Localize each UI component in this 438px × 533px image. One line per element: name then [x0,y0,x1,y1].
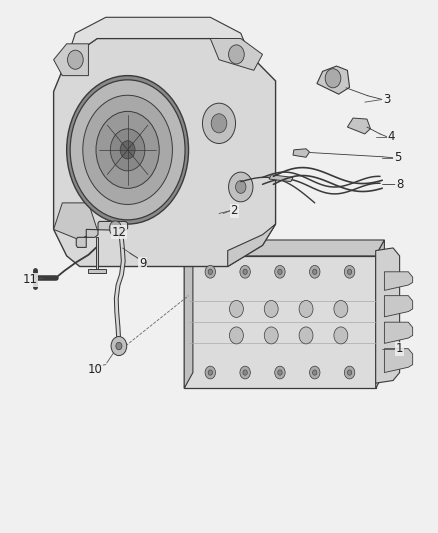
Circle shape [325,69,341,88]
Circle shape [205,265,215,278]
Circle shape [278,269,282,274]
Circle shape [240,366,251,379]
Circle shape [110,129,145,171]
Circle shape [208,269,212,274]
Polygon shape [76,221,127,247]
Text: 11: 11 [22,273,37,286]
Polygon shape [184,240,193,389]
Polygon shape [385,322,413,343]
Polygon shape [385,272,413,290]
Circle shape [240,265,251,278]
Text: 3: 3 [383,93,390,106]
Circle shape [211,114,227,133]
Circle shape [208,370,212,375]
Polygon shape [385,296,413,317]
Circle shape [230,301,244,317]
Circle shape [116,342,122,350]
Polygon shape [184,240,385,256]
Circle shape [275,265,285,278]
Polygon shape [376,248,399,383]
Circle shape [243,370,247,375]
Circle shape [264,327,278,344]
Circle shape [264,301,278,317]
Circle shape [229,45,244,64]
Polygon shape [53,203,97,240]
Circle shape [230,327,244,344]
Polygon shape [293,149,310,157]
Text: 12: 12 [111,225,127,239]
Polygon shape [385,349,413,373]
Polygon shape [228,224,276,266]
Circle shape [236,181,246,193]
Circle shape [229,172,253,202]
Polygon shape [88,269,106,273]
Circle shape [96,111,159,188]
Text: 5: 5 [394,151,401,164]
Circle shape [110,221,121,236]
Circle shape [310,366,320,379]
Polygon shape [96,237,98,272]
Circle shape [347,269,352,274]
Text: 8: 8 [396,178,403,191]
Circle shape [313,370,317,375]
Polygon shape [53,44,88,76]
Circle shape [70,80,185,220]
Polygon shape [210,38,262,70]
Polygon shape [184,256,376,389]
Text: 2: 2 [230,204,238,217]
Circle shape [111,336,127,356]
Circle shape [202,103,236,143]
Circle shape [313,269,317,274]
Circle shape [344,265,355,278]
Polygon shape [347,118,371,134]
Text: 10: 10 [88,364,102,376]
Polygon shape [67,17,250,60]
Circle shape [205,366,215,379]
Circle shape [275,366,285,379]
Circle shape [67,76,188,224]
Circle shape [310,265,320,278]
Text: 9: 9 [139,257,147,270]
Circle shape [299,327,313,344]
Polygon shape [53,38,276,266]
Text: 1: 1 [396,342,403,355]
Circle shape [67,50,83,69]
Polygon shape [269,175,293,182]
Circle shape [120,141,135,159]
Circle shape [347,370,352,375]
Circle shape [278,370,282,375]
Circle shape [334,301,348,317]
Circle shape [243,269,247,274]
Polygon shape [376,240,385,389]
Circle shape [344,366,355,379]
Circle shape [83,95,173,205]
Circle shape [334,327,348,344]
Polygon shape [317,66,350,94]
Text: 4: 4 [387,130,395,143]
Circle shape [299,301,313,317]
